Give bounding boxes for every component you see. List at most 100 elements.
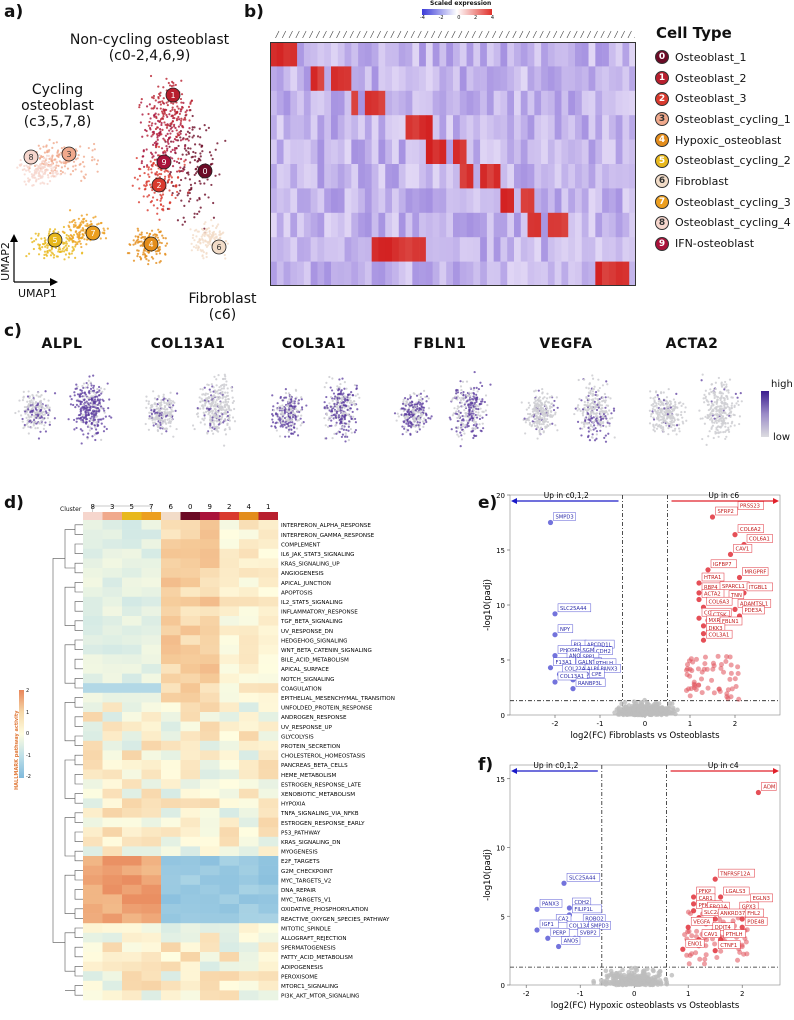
umap-cell	[44, 171, 46, 173]
feature-cell	[545, 414, 547, 416]
feature-cell	[472, 437, 474, 439]
feature-cell	[30, 416, 32, 418]
feature-cell	[422, 426, 424, 428]
heatmap-cell	[582, 66, 589, 91]
expression-heatmap	[270, 42, 636, 286]
feature-cell	[72, 404, 74, 406]
feature-cell	[475, 408, 477, 410]
umap-cell	[84, 177, 86, 179]
feature-cell	[454, 396, 456, 398]
heatmap-cell	[528, 42, 535, 67]
feature-cell	[343, 412, 345, 414]
umap-cell	[222, 231, 224, 233]
heatmap-cell	[487, 42, 494, 67]
feature-cell	[225, 433, 227, 435]
heatmap-cell	[473, 42, 480, 67]
feature-cell	[98, 389, 100, 391]
umap-cell	[150, 168, 152, 170]
heatmap-cell	[284, 91, 291, 116]
feature-cell	[534, 421, 536, 423]
umap-cell	[173, 160, 175, 162]
heatmap-cell	[609, 237, 616, 262]
feature-cell	[578, 398, 580, 400]
umap-cell	[37, 235, 39, 237]
feature-cell	[357, 393, 359, 395]
umap-cell	[210, 184, 212, 186]
umap-cell	[170, 151, 172, 153]
umap-cell	[61, 166, 63, 168]
heatmap-cell	[345, 164, 352, 189]
umap-cell	[155, 253, 157, 255]
feature-cell	[328, 402, 330, 404]
feature-cell	[285, 392, 287, 394]
heatmap-cell	[473, 237, 480, 262]
heatmap-cell	[331, 164, 338, 189]
feature-cell	[479, 408, 481, 410]
feature-cell	[166, 428, 168, 430]
heatmap-cell	[399, 91, 406, 116]
umap-cell	[47, 169, 49, 171]
heatmap-cell	[521, 115, 528, 140]
feature-cell	[148, 429, 150, 431]
feature-cell	[600, 426, 602, 428]
umap-cell	[161, 235, 163, 237]
feature-cell	[330, 419, 332, 421]
heatmap-cell	[290, 213, 297, 238]
feature-cell	[417, 411, 419, 413]
feature-cell	[159, 405, 161, 407]
feature-cell	[589, 439, 591, 441]
feature-cell	[587, 404, 589, 406]
umap-cell	[180, 120, 182, 122]
feature-cell	[206, 432, 208, 434]
heatmap-cell	[500, 213, 507, 238]
heatmap-cell	[372, 66, 379, 91]
feature-cell	[232, 397, 234, 399]
umap-cell	[38, 145, 40, 147]
umap-cell	[172, 165, 174, 167]
umap-cell	[173, 117, 175, 119]
umap-cell	[91, 223, 93, 225]
heatmap-cell	[541, 164, 548, 189]
heatmap-cell	[555, 188, 562, 213]
umap-cell	[151, 171, 153, 173]
celltype-badge: 6	[655, 174, 669, 188]
feature-cell	[79, 414, 81, 416]
feature-cell	[210, 405, 212, 407]
heatmap-cell	[473, 262, 480, 286]
heatmap-cell	[365, 262, 372, 286]
heatmap-cell	[548, 91, 555, 116]
heatmap-cell	[297, 262, 304, 286]
heatmap-cell	[317, 188, 324, 213]
umap-cell	[188, 135, 190, 137]
feature-cell	[105, 416, 107, 418]
feature-cell	[682, 403, 684, 405]
umap-cell	[47, 174, 49, 176]
umap-cell	[19, 164, 21, 166]
feature-cell	[348, 426, 350, 428]
celltype-legend-item: 1 Osteoblast_2	[655, 68, 791, 89]
feature-cell	[37, 402, 39, 404]
heatmap-cell	[521, 213, 528, 238]
heatmap-cell	[290, 91, 297, 116]
feature-cell	[460, 445, 462, 447]
feature-cell	[164, 420, 166, 422]
umap-cell	[176, 129, 178, 131]
feature-cell	[337, 409, 339, 411]
umap-cell	[74, 222, 76, 224]
feature-cell	[87, 384, 89, 386]
feature-cell	[605, 426, 607, 428]
gene-tick	[423, 31, 428, 38]
umap-cell	[161, 147, 163, 149]
feature-cell	[356, 385, 358, 387]
feature-cell	[482, 427, 484, 429]
heatmap-cell	[575, 66, 582, 91]
umap-cell	[185, 138, 187, 140]
umap-cell	[157, 229, 159, 231]
heatmap-cell	[433, 164, 440, 189]
umap-cell	[160, 122, 162, 124]
feature-cell	[281, 414, 283, 416]
umap-cell	[179, 136, 181, 138]
celltype-name: Osteoblast_cycling_1	[675, 113, 791, 126]
umap-cell	[155, 234, 157, 236]
feature-cell	[82, 404, 84, 406]
